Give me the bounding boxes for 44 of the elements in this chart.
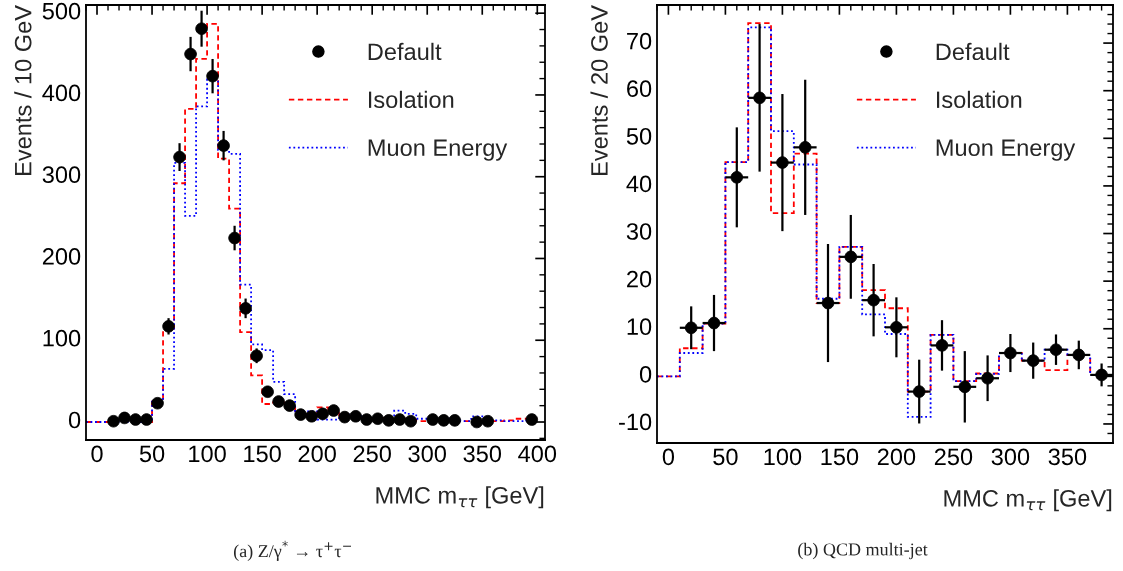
x-tick-label: 250 [353, 445, 391, 463]
y-tick-label: 300 [42, 166, 81, 184]
x-tick-label: 100 [764, 448, 802, 466]
x-tick-label: 350 [1048, 448, 1087, 466]
x-tick-label: 0 [91, 445, 103, 463]
y-tick-label: 400 [42, 84, 81, 102]
x-tick-label: 350 [463, 445, 502, 463]
y-tick-label: 70 [627, 32, 652, 50]
x-tick-label: 300 [991, 448, 1030, 466]
y-tick-label: 20 [627, 270, 652, 288]
legend-label: Isolation [368, 90, 454, 109]
x-tick-label: 150 [821, 448, 859, 466]
legend-label: Muon Energy [936, 139, 1076, 161]
y-tick-label: -10 [619, 413, 652, 431]
y-tick-label: 100 [43, 329, 81, 347]
y-tick-label: 50 [626, 127, 652, 145]
y-tick-label: 200 [42, 248, 81, 265]
x-tick-label: 250 [934, 448, 973, 466]
y-axis-title: Events / 20 GeV [590, 5, 608, 175]
x-tick-label: 50 [139, 445, 165, 463]
legend-label: Isolation [936, 90, 1022, 109]
text: (a) Z/γ$^{*}$ → τ$^{+}$τ$^{−}$ [233, 540, 352, 561]
x-axis-title: MMC m$_{ττ}$ [GeV] [376, 486, 544, 509]
legend-label: Default [936, 42, 1010, 61]
y-tick-label: 500 [42, 2, 81, 20]
legend-label: Default [368, 42, 442, 61]
x-axis-title: MMC m$_{ττ}$ [GeV] [944, 489, 1112, 512]
y-tick-label: 60 [627, 80, 652, 98]
text: (b) QCD multi-jet [798, 542, 928, 560]
y-tick-label: 40 [626, 175, 652, 193]
x-tick-label: 150 [244, 445, 281, 463]
x-tick-label: 200 [298, 445, 336, 463]
x-tick-label: 50 [713, 448, 738, 466]
y-tick-label: 0 [68, 411, 81, 429]
legend-label: Muon Energy [368, 139, 508, 161]
y-tick-label: 30 [626, 223, 652, 240]
x-tick-label: 100 [189, 445, 226, 463]
x-tick-label: 400 [518, 445, 557, 463]
x-tick-label: 200 [877, 448, 916, 466]
y-tick-label: 10 [627, 318, 652, 336]
y-tick-label: 0 [639, 365, 652, 383]
y-axis-title: Events / 10 GeV [14, 5, 32, 175]
x-tick-label: 0 [662, 448, 675, 466]
x-tick-label: 300 [408, 445, 446, 463]
